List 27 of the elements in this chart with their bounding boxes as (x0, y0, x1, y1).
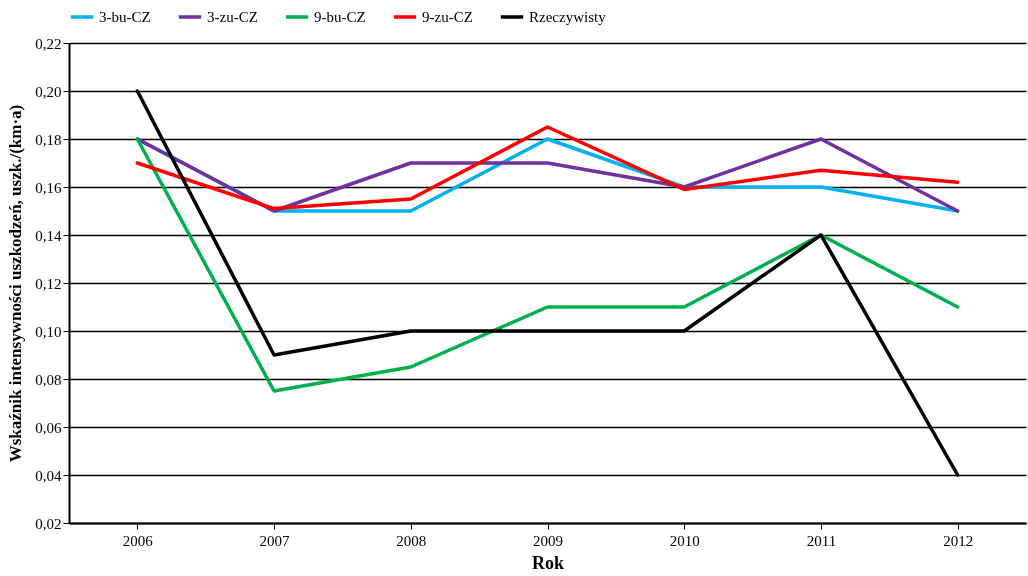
x-tick-label: 2010 (669, 532, 700, 549)
x-tick-label: 2008 (396, 532, 427, 549)
y-tick-label: 0,08 (35, 371, 62, 388)
x-tick-label: 2006 (122, 532, 154, 549)
y-tick-label: 0,14 (35, 227, 62, 244)
y-tick-label: 0,22 (35, 35, 62, 52)
y-tick-label: 0,06 (35, 419, 62, 436)
y-tick-label: 0,02 (35, 515, 62, 532)
legend-label: 9-zu-CZ (422, 9, 473, 25)
x-axis-title: Rok (531, 552, 565, 573)
legend-label: 3-zu-CZ (207, 9, 258, 25)
y-axis-title: Wskaźnik intensywności uszkodzeń, uszk./(km·a) (6, 104, 26, 463)
x-tick-label: 2007 (259, 532, 291, 549)
legend-label: Rzeczywisty (529, 9, 607, 25)
x-tick-label: 2012 (943, 532, 974, 549)
x-tick-label: 2009 (533, 532, 563, 549)
line-series (135, 125, 960, 211)
y-tick-label: 0,12 (35, 275, 62, 292)
y-tick-label: 0,10 (35, 323, 62, 340)
y-tick-label: 0,04 (35, 467, 62, 484)
x-tick-label: 2011 (806, 532, 837, 549)
legend-label: 9-bu-CZ (314, 9, 366, 25)
y-tick-label: 0,16 (35, 179, 62, 196)
line-series (135, 137, 960, 393)
y-tick-label: 0,20 (35, 83, 62, 100)
y-tick-label: 0,18 (35, 131, 62, 148)
legend-label: 3-bu-CZ (99, 9, 151, 25)
